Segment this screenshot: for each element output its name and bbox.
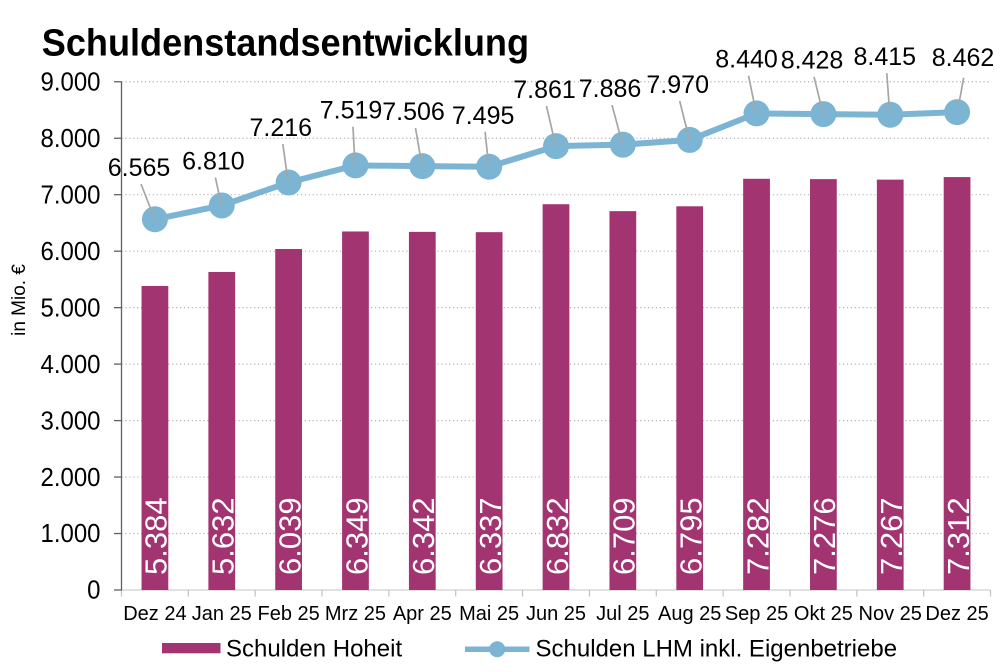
svg-text:7.216: 7.216	[250, 114, 313, 142]
svg-text:6.000: 6.000	[41, 238, 101, 266]
svg-text:8.000: 8.000	[41, 125, 101, 153]
svg-text:Dez 25: Dez 25	[925, 603, 988, 625]
svg-text:7.495: 7.495	[452, 102, 515, 130]
svg-text:8.440: 8.440	[715, 46, 778, 74]
svg-text:Aug 25: Aug 25	[658, 603, 721, 625]
svg-text:6.810: 6.810	[182, 148, 245, 176]
svg-text:7.970: 7.970	[646, 71, 709, 99]
svg-text:Mai 25: Mai 25	[459, 603, 519, 625]
svg-text:Schulden Hoheit: Schulden Hoheit	[226, 636, 402, 663]
svg-text:in Mio. €: in Mio. €	[9, 264, 30, 336]
svg-text:1.000: 1.000	[41, 521, 101, 549]
svg-text:0: 0	[87, 577, 100, 605]
svg-text:5.000: 5.000	[41, 295, 101, 323]
svg-text:6.342: 6.342	[406, 497, 441, 575]
svg-text:5.632: 5.632	[206, 497, 241, 575]
svg-text:Okt 25: Okt 25	[794, 603, 853, 625]
svg-text:Schulden LHM inkl. Eigenbetrie: Schulden LHM inkl. Eigenbetriebe	[536, 636, 898, 663]
svg-text:7.282: 7.282	[740, 497, 775, 575]
svg-text:6.039: 6.039	[272, 497, 307, 575]
svg-text:6.565: 6.565	[108, 154, 171, 182]
svg-text:6.349: 6.349	[339, 497, 374, 575]
svg-text:7.886: 7.886	[579, 75, 642, 103]
svg-text:Feb 25: Feb 25	[257, 603, 319, 625]
svg-text:6.337: 6.337	[473, 497, 508, 575]
svg-text:7.312: 7.312	[941, 497, 976, 575]
svg-text:Jul 25: Jul 25	[596, 603, 649, 625]
svg-text:Mrz 25: Mrz 25	[325, 603, 386, 625]
svg-text:Nov 25: Nov 25	[859, 603, 922, 625]
svg-text:2.000: 2.000	[41, 464, 101, 492]
svg-text:Apr 25: Apr 25	[393, 603, 452, 625]
svg-text:4.000: 4.000	[41, 351, 101, 379]
svg-text:Schuldenstandsentwicklung: Schuldenstandsentwicklung	[42, 21, 529, 64]
svg-text:7.861: 7.861	[513, 76, 576, 104]
svg-text:8.462: 8.462	[932, 44, 995, 72]
svg-text:5.384: 5.384	[139, 497, 174, 575]
svg-text:7.506: 7.506	[382, 98, 445, 126]
svg-text:7.276: 7.276	[807, 497, 842, 575]
svg-text:Jan 25: Jan 25	[192, 603, 252, 625]
svg-text:8.428: 8.428	[781, 47, 844, 75]
svg-text:7.267: 7.267	[874, 497, 909, 575]
svg-text:7.519: 7.519	[320, 97, 383, 125]
svg-text:Dez 24: Dez 24	[123, 603, 186, 625]
svg-text:Sep 25: Sep 25	[725, 603, 788, 625]
svg-text:3.000: 3.000	[41, 408, 101, 436]
svg-text:Jun 25: Jun 25	[526, 603, 586, 625]
svg-text:7.000: 7.000	[41, 182, 101, 210]
svg-text:9.000: 9.000	[41, 69, 101, 97]
svg-text:6.709: 6.709	[607, 497, 642, 575]
svg-text:8.415: 8.415	[854, 43, 917, 71]
svg-text:6.795: 6.795	[673, 497, 708, 575]
svg-text:6.832: 6.832	[540, 497, 575, 575]
